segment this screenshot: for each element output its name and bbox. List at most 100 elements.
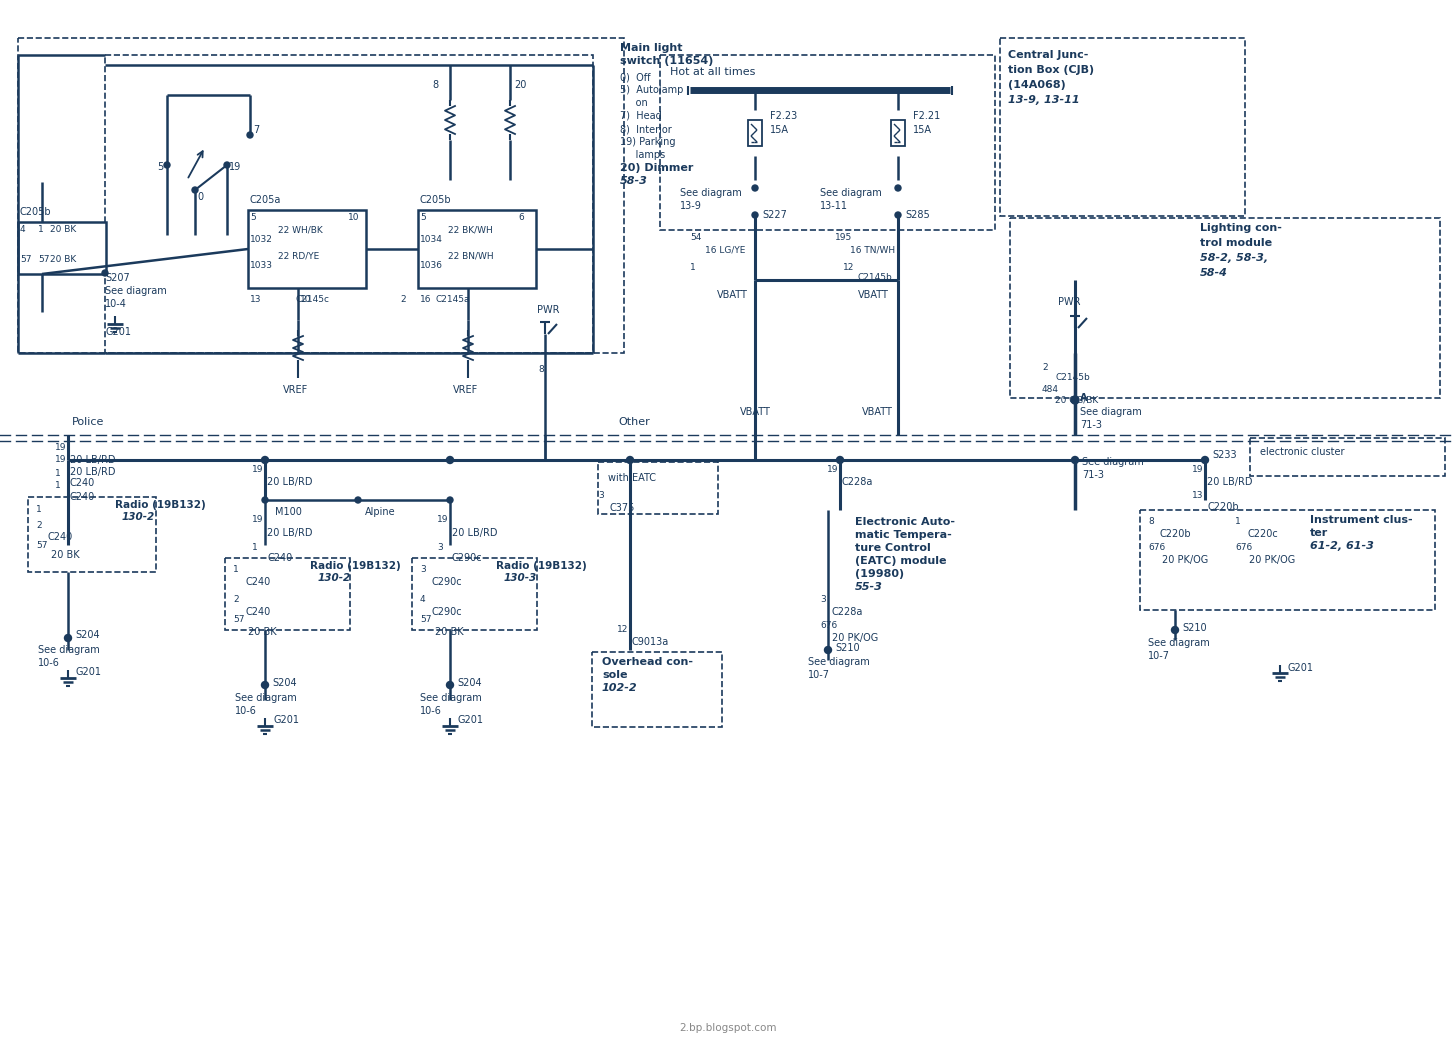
Text: (EATC) module: (EATC) module: [855, 556, 946, 566]
Text: 20 LB/RD: 20 LB/RD: [70, 467, 115, 477]
Text: 130-2: 130-2: [317, 573, 351, 583]
Circle shape: [224, 162, 230, 168]
Text: See diagram: See diagram: [38, 645, 100, 655]
Circle shape: [1072, 396, 1079, 404]
Text: 10-6: 10-6: [419, 706, 441, 716]
Text: G201: G201: [105, 327, 131, 337]
Text: Overhead con-: Overhead con-: [601, 657, 693, 667]
Text: 8)  Interior: 8) Interior: [620, 124, 671, 134]
Text: 2: 2: [400, 295, 406, 305]
Text: 195: 195: [834, 234, 852, 242]
Text: S210: S210: [834, 643, 859, 653]
Text: 19: 19: [1192, 466, 1204, 474]
Text: M100: M100: [275, 506, 301, 517]
Text: Main light: Main light: [620, 43, 683, 53]
Text: C220b: C220b: [1160, 529, 1191, 539]
Text: VBATT: VBATT: [740, 407, 770, 417]
Text: 57: 57: [20, 256, 32, 264]
Text: 13: 13: [250, 295, 262, 305]
Circle shape: [248, 132, 253, 138]
Circle shape: [447, 497, 453, 503]
Text: trol module: trol module: [1200, 238, 1273, 248]
Bar: [17, 222, 106, 274]
Text: 1: 1: [690, 263, 696, 272]
Text: 1: 1: [1235, 518, 1241, 526]
Text: 58-2, 58-3,: 58-2, 58-3,: [1200, 253, 1268, 263]
Text: 1: 1: [55, 468, 61, 477]
Text: matic Tempera-: matic Tempera-: [855, 530, 952, 540]
Text: switch (11654): switch (11654): [620, 56, 713, 66]
Text: 20 BK: 20 BK: [51, 550, 80, 560]
Circle shape: [1072, 457, 1079, 464]
Text: 20 LB/RD: 20 LB/RD: [266, 528, 313, 538]
Text: C240: C240: [48, 532, 73, 542]
Circle shape: [626, 457, 633, 464]
Text: VBATT: VBATT: [862, 407, 893, 417]
Text: 130-3: 130-3: [504, 573, 537, 583]
Text: 61-2, 61-3: 61-2, 61-3: [1310, 541, 1374, 551]
Text: 2.bp.blogspot.com: 2.bp.blogspot.com: [680, 1023, 776, 1033]
Text: 15A: 15A: [770, 125, 789, 135]
Circle shape: [447, 681, 453, 688]
Text: 13: 13: [1192, 491, 1204, 499]
Text: 1: 1: [36, 505, 42, 515]
Text: See diagram: See diagram: [808, 657, 869, 667]
Text: Electronic Auto-: Electronic Auto-: [855, 517, 955, 527]
Text: on: on: [620, 98, 648, 108]
Text: with EATC: with EATC: [609, 473, 657, 483]
Text: F2.21: F2.21: [913, 111, 941, 121]
Circle shape: [824, 647, 831, 653]
Text: (19980): (19980): [855, 569, 904, 579]
Text: 1: 1: [55, 480, 61, 490]
Circle shape: [895, 185, 901, 191]
Text: 5: 5: [250, 213, 256, 223]
Text: S210: S210: [1182, 623, 1207, 633]
Circle shape: [1201, 457, 1208, 464]
Text: 57: 57: [38, 256, 50, 264]
Text: 10: 10: [348, 213, 360, 223]
Text: ture Control: ture Control: [855, 543, 930, 553]
Text: C228a: C228a: [831, 607, 863, 617]
Text: Radio (19B132): Radio (19B132): [115, 500, 205, 510]
Text: 4: 4: [419, 596, 425, 604]
Text: 1033: 1033: [250, 260, 274, 269]
Text: 58-3: 58-3: [620, 176, 648, 186]
Text: Other: Other: [617, 417, 649, 427]
Circle shape: [262, 681, 268, 688]
Text: 10-7: 10-7: [808, 670, 830, 680]
Circle shape: [837, 457, 843, 464]
Text: 20 BK: 20 BK: [248, 627, 277, 636]
Bar: [28, 497, 156, 572]
Circle shape: [64, 634, 71, 642]
Text: 6: 6: [518, 213, 524, 223]
Text: 3: 3: [598, 492, 604, 500]
Text: 676: 676: [1147, 544, 1165, 552]
Bar: [1000, 38, 1245, 216]
Text: tion Box (CJB): tion Box (CJB): [1008, 64, 1093, 75]
Text: 1: 1: [252, 543, 258, 551]
Text: 20 BK: 20 BK: [50, 226, 76, 234]
Text: 5)  Autolamp: 5) Autolamp: [620, 85, 683, 95]
Text: 20 LB/RD: 20 LB/RD: [451, 528, 498, 538]
Text: 12: 12: [843, 263, 855, 272]
Text: 3: 3: [419, 566, 425, 574]
Text: 22 RD/YE: 22 RD/YE: [278, 252, 319, 260]
Bar: [891, 120, 906, 146]
Text: 2: 2: [233, 596, 239, 604]
Text: A: A: [1080, 393, 1088, 402]
Text: See diagram: See diagram: [419, 693, 482, 703]
Text: 55-3: 55-3: [855, 582, 882, 592]
Text: 22 BK/WH: 22 BK/WH: [448, 226, 492, 234]
Text: 20 LB/RD: 20 LB/RD: [1207, 477, 1252, 487]
Circle shape: [165, 162, 170, 168]
Text: 102-2: 102-2: [601, 683, 638, 693]
Text: See diagram: See diagram: [680, 188, 741, 198]
Text: 5: 5: [157, 162, 163, 172]
Text: C2145a: C2145a: [435, 295, 470, 305]
Text: 57: 57: [233, 616, 245, 624]
Text: (14A068): (14A068): [1008, 80, 1066, 90]
Text: Radio (19B132): Radio (19B132): [496, 561, 587, 571]
Text: Radio (19B132): Radio (19B132): [310, 561, 400, 571]
Bar: [1140, 510, 1436, 610]
Circle shape: [447, 457, 453, 464]
